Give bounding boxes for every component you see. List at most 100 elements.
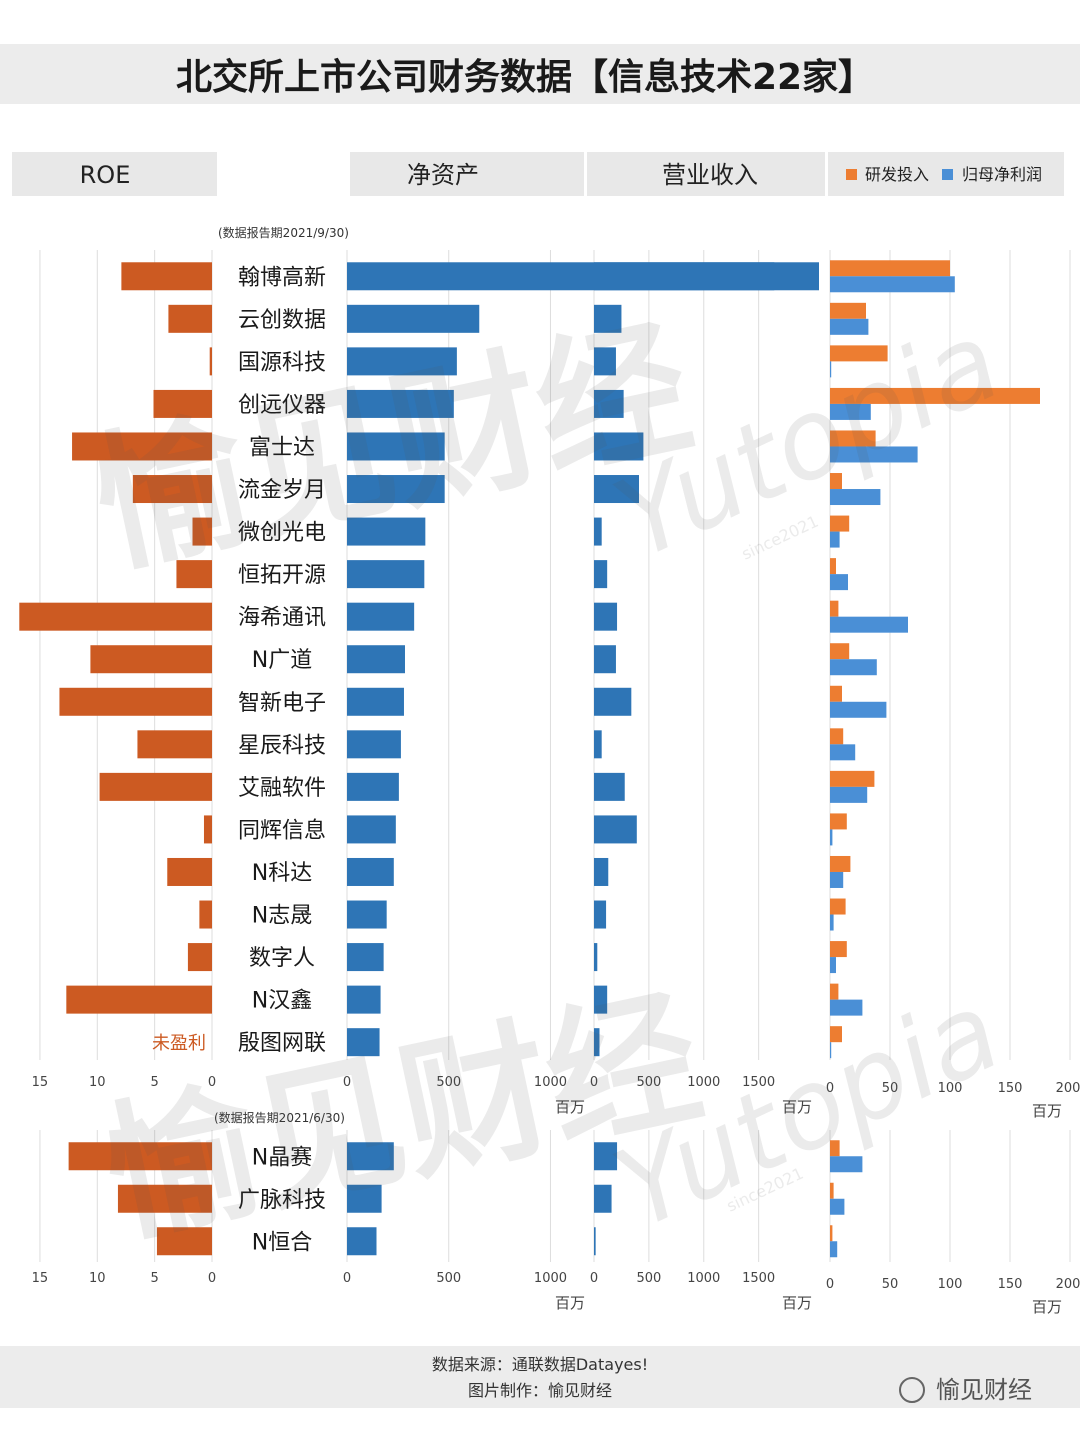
- header-revenue-box: [587, 152, 825, 196]
- revenue-bar: [594, 1184, 612, 1213]
- unit-label: 百万: [555, 1294, 585, 1312]
- revenue-bar: [594, 687, 632, 716]
- tick-label: 0: [826, 1277, 834, 1292]
- revenue-bar: [594, 1142, 618, 1171]
- rd-bar: [830, 983, 839, 1000]
- tick-label: 500: [636, 1075, 661, 1090]
- revenue-bar: [594, 1227, 596, 1256]
- tick-label: 50: [882, 1081, 899, 1096]
- roe-bar: [121, 262, 212, 291]
- category-label: 恒拓开源: [238, 563, 326, 588]
- rd-bar: [830, 898, 846, 915]
- net-assets-bar: [347, 772, 399, 801]
- title-band: [0, 44, 1080, 104]
- revenue-bar: [594, 560, 608, 589]
- header-assets-box: [350, 152, 584, 196]
- net-assets-bar: [347, 560, 425, 589]
- tick-label: 0: [208, 1075, 216, 1090]
- tick-label: 100: [938, 1081, 963, 1096]
- revenue-bar: [594, 772, 625, 801]
- category-label: N志晟: [252, 904, 312, 929]
- tick-label: 0: [208, 1271, 216, 1286]
- tick-label: 15: [32, 1075, 49, 1090]
- rd-bar: [830, 1182, 834, 1199]
- profit-bar: [830, 914, 834, 931]
- rd-bar: [830, 260, 950, 277]
- wechat-bubble-icon: [899, 1377, 925, 1403]
- tick-label: 1000: [534, 1075, 567, 1090]
- rd-bar: [830, 600, 839, 617]
- net-assets-bar: [347, 645, 405, 674]
- rd-bar: [830, 941, 847, 958]
- tick-label: 500: [436, 1271, 461, 1286]
- category-label: 微创光电: [238, 521, 326, 546]
- revenue-bar: [594, 262, 819, 291]
- legend-rd: 研发投入: [865, 165, 929, 184]
- unit-label: 百万: [782, 1294, 812, 1312]
- rd-bar: [830, 770, 875, 787]
- tick-label: 50: [882, 1277, 899, 1292]
- period-label-q3: (数据报告期2021/9/30): [218, 225, 349, 240]
- footer-source: 数据来源：通联数据Datayes!: [432, 1355, 648, 1374]
- net-assets-bar: [347, 432, 445, 461]
- unit-label: 百万: [1032, 1298, 1062, 1316]
- rd-bar: [830, 430, 876, 447]
- legend-profit: 归母净利润: [962, 165, 1042, 184]
- net-assets-bar: [347, 517, 426, 546]
- profit-bar: [830, 318, 869, 335]
- net-assets-bar: [347, 1028, 380, 1057]
- roe-bar: [199, 900, 212, 929]
- legend-swatch-profit: [942, 169, 953, 180]
- period-label-h1: (数据报告期2021/6/30): [214, 1110, 345, 1125]
- roe-bar: [137, 730, 212, 759]
- tick-label: 0: [343, 1271, 351, 1286]
- header-net-assets: 净资产: [407, 161, 479, 189]
- profit-bar: [830, 957, 836, 974]
- category-label: 流金岁月: [238, 478, 326, 503]
- net-assets-bar: [347, 1142, 394, 1171]
- revenue-bar: [594, 304, 622, 333]
- net-assets-bar: [347, 475, 445, 504]
- profit-bar: [830, 999, 863, 1016]
- roe-bar: [117, 1184, 212, 1213]
- roe-bar: [72, 432, 212, 461]
- net-assets-bar: [347, 347, 457, 376]
- profit-bar: [830, 616, 908, 633]
- unit-label: 百万: [1032, 1102, 1062, 1120]
- profit-bar: [830, 276, 955, 293]
- tick-label: 1000: [534, 1271, 567, 1286]
- profit-bar: [830, 489, 881, 506]
- category-label: 富士达: [249, 435, 315, 460]
- rd-bar: [830, 302, 866, 319]
- profit-bar: [830, 1042, 832, 1059]
- category-label: N广道: [252, 648, 312, 673]
- net-assets-bar: [347, 304, 480, 333]
- roe-bar: [156, 1227, 212, 1256]
- profit-bar: [830, 1156, 863, 1173]
- profit-bar: [830, 574, 848, 591]
- tick-label: 10: [89, 1075, 106, 1090]
- profit-bar: [830, 403, 871, 420]
- roe-bar: [167, 857, 212, 886]
- roe-bar: [66, 985, 212, 1014]
- profit-bar: [830, 361, 832, 378]
- net-assets-bar: [347, 730, 401, 759]
- revenue-bar: [594, 475, 639, 504]
- tick-label: 10: [89, 1271, 106, 1286]
- rd-bar: [830, 855, 851, 872]
- roe-bar: [68, 1142, 212, 1171]
- revenue-bar: [594, 730, 602, 759]
- roe-bar: [192, 517, 212, 546]
- roe-bar: [209, 347, 212, 376]
- tick-label: 150: [998, 1277, 1023, 1292]
- tick-label: 500: [436, 1075, 461, 1090]
- rd-bar: [830, 387, 1040, 404]
- tick-label: 5: [151, 1271, 159, 1286]
- roe-bar: [132, 475, 212, 504]
- tick-label: 1000: [687, 1075, 720, 1090]
- category-label: 云创数据: [238, 308, 326, 333]
- profit-bar: [830, 1241, 838, 1258]
- roe-bar: [59, 687, 212, 716]
- roe-bar: [176, 560, 212, 589]
- category-label: N汉鑫: [252, 989, 312, 1014]
